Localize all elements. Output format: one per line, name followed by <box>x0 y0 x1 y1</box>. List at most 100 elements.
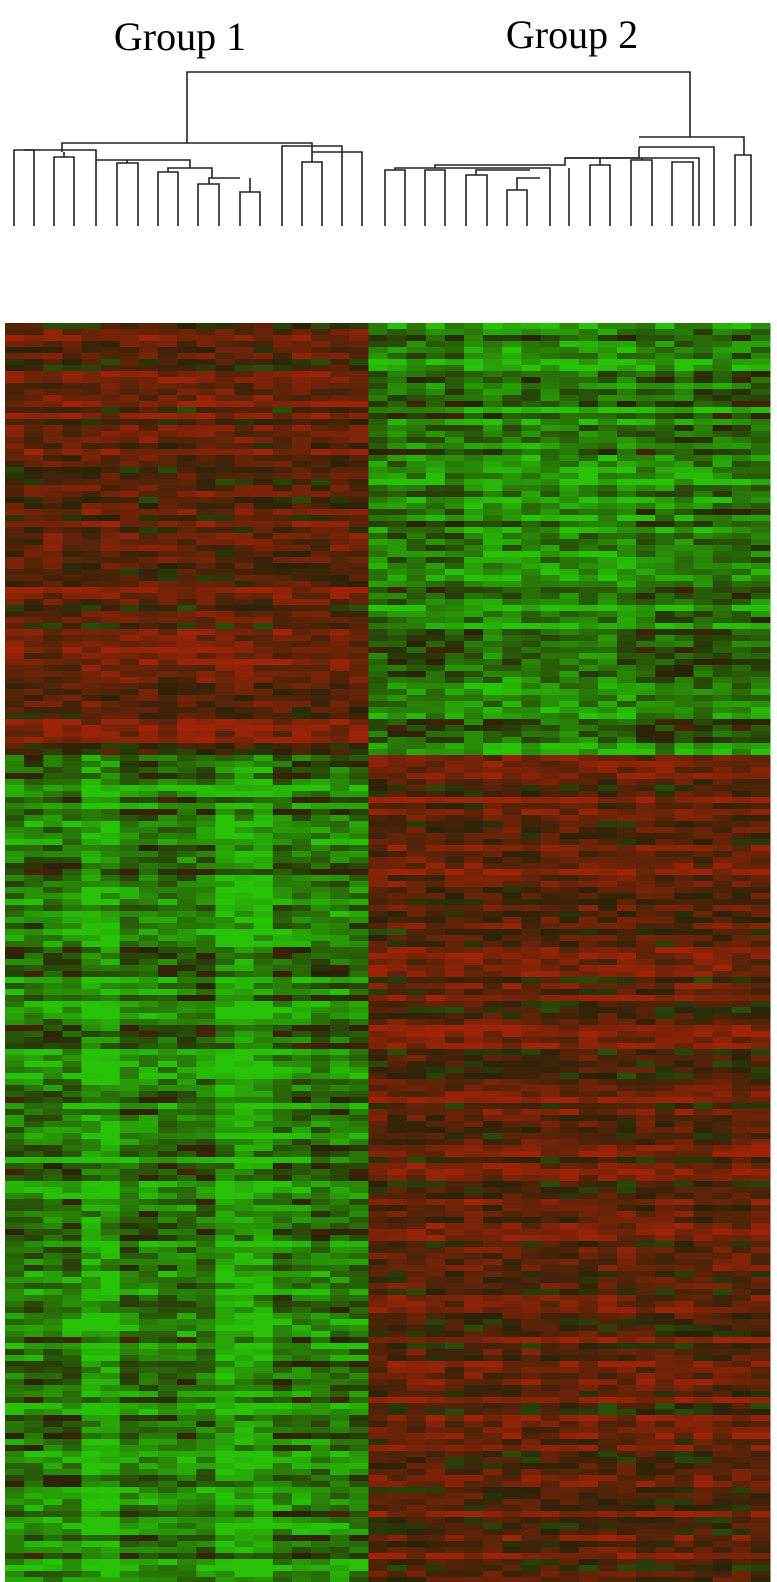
heatmap-cell <box>597 401 618 407</box>
heatmap-cell <box>349 839 369 845</box>
heatmap-cell <box>406 467 427 473</box>
heatmap-cell <box>578 605 599 611</box>
heatmap-cell <box>138 335 159 341</box>
heatmap-cell <box>636 881 656 887</box>
heatmap-cell <box>100 437 121 443</box>
heatmap-cell <box>540 653 561 659</box>
heatmap-cell <box>5 719 25 725</box>
heatmap-cell <box>311 479 331 485</box>
heatmap-cell <box>521 455 541 461</box>
heatmap-cell <box>43 461 63 467</box>
heatmap-cell <box>215 857 235 863</box>
heatmap-cell <box>540 593 561 599</box>
heatmap-cell <box>712 467 733 473</box>
heatmap-cell <box>425 809 446 815</box>
heatmap-cell <box>636 935 656 941</box>
heatmap-cell <box>597 725 618 731</box>
heatmap-cell <box>368 623 388 629</box>
heatmap-cell <box>253 551 274 557</box>
heatmap-cell <box>597 737 618 743</box>
heatmap-cell <box>425 1061 446 1067</box>
heatmap-cell <box>5 845 25 851</box>
heatmap-cell <box>196 605 216 611</box>
heatmap-cell <box>387 335 408 341</box>
heatmap-cell <box>693 533 714 539</box>
heatmap-cell <box>521 671 541 677</box>
heatmap-cell <box>655 581 675 587</box>
heatmap-cell <box>502 473 522 479</box>
heatmap-cell <box>674 1001 694 1007</box>
heatmap-cell <box>234 509 255 515</box>
heatmap-cell <box>311 641 331 647</box>
heatmap-cell <box>177 455 197 461</box>
heatmap-cell <box>272 1013 293 1019</box>
heatmap-cell <box>617 701 637 707</box>
heatmap-cell <box>330 335 350 341</box>
heatmap-cell <box>597 995 618 1001</box>
heatmap-cell <box>578 1019 599 1025</box>
heatmap-cell <box>502 695 522 701</box>
heatmap-cell <box>349 323 369 329</box>
heatmap-cell <box>100 401 121 407</box>
heatmap-cell <box>215 881 235 887</box>
heatmap-cell <box>158 491 178 497</box>
heatmap-cell <box>750 863 771 869</box>
heatmap-cell <box>387 827 408 833</box>
heatmap-cell <box>215 587 235 593</box>
heatmap-cell <box>330 635 350 641</box>
heatmap-cell <box>731 833 752 839</box>
heatmap-cell <box>43 875 63 881</box>
heatmap-cell <box>559 707 580 713</box>
heatmap-cell <box>464 953 484 959</box>
heatmap-cell <box>330 1025 350 1031</box>
heatmap-cell <box>502 1049 522 1055</box>
heatmap-cell <box>196 545 216 551</box>
heatmap-cell <box>349 647 369 653</box>
heatmap-cell <box>368 905 388 911</box>
heatmap-cell <box>636 1061 656 1067</box>
heatmap-cell <box>24 977 44 983</box>
heatmap-cell <box>311 713 331 719</box>
heatmap-cell <box>406 887 427 893</box>
heatmap-cell <box>24 485 44 491</box>
heatmap-cell <box>5 1037 25 1043</box>
heatmap-cell <box>636 851 656 857</box>
heatmap-cell <box>483 1043 503 1049</box>
heatmap-cell <box>674 635 694 641</box>
heatmap-cell <box>253 407 274 413</box>
heatmap-cell <box>521 1055 541 1061</box>
heatmap-cell <box>62 755 82 761</box>
heatmap-cell <box>158 437 178 443</box>
heatmap-cell <box>5 821 25 827</box>
heatmap-cell <box>444 767 465 773</box>
heatmap-cell <box>43 707 63 713</box>
heatmap-cell <box>425 665 446 671</box>
heatmap-cell <box>253 821 274 827</box>
heatmap-cell <box>578 593 599 599</box>
heatmap-cell <box>464 533 484 539</box>
heatmap-cell <box>368 785 388 791</box>
heatmap-cell <box>368 953 388 959</box>
heatmap-cell <box>387 593 408 599</box>
heatmap-cell <box>502 899 522 905</box>
heatmap-cell <box>521 491 541 497</box>
heatmap-cell <box>234 491 255 497</box>
heatmap-cell <box>464 995 484 1001</box>
heatmap-cell <box>444 713 465 719</box>
heatmap-cell <box>636 605 656 611</box>
heatmap-cell <box>62 863 82 869</box>
heatmap-cell <box>24 857 44 863</box>
heatmap-cell <box>540 401 561 407</box>
heatmap-cell <box>425 533 446 539</box>
heatmap-cell <box>674 923 694 929</box>
heatmap-cell <box>272 407 293 413</box>
heatmap-cell <box>100 839 121 845</box>
heatmap-cell <box>483 587 503 593</box>
heatmap-cell <box>540 527 561 533</box>
heatmap-cell <box>559 581 580 587</box>
heatmap-cell <box>655 455 675 461</box>
heatmap-cell <box>617 1043 637 1049</box>
heatmap-cell <box>368 725 388 731</box>
heatmap-cell <box>521 443 541 449</box>
heatmap-cell <box>81 857 102 863</box>
